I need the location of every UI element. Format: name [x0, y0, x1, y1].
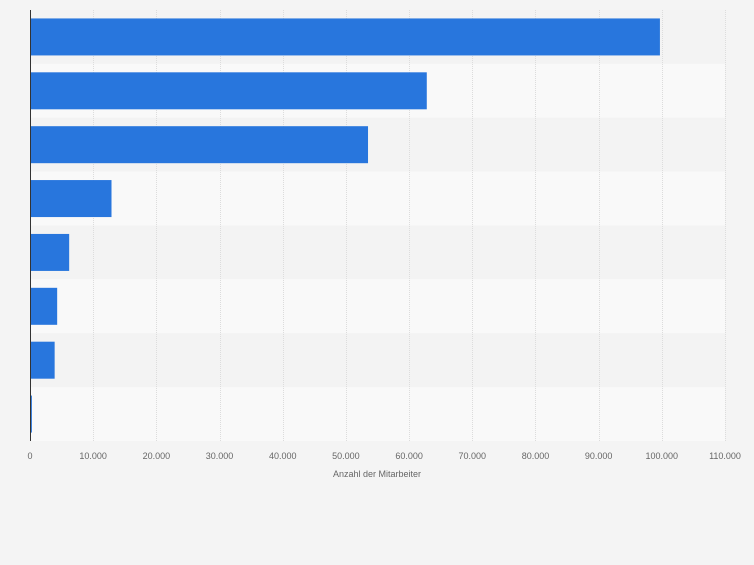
x-tick-label: 70.000 — [459, 451, 487, 461]
x-tick-label: 20.000 — [143, 451, 171, 461]
x-tick-label: 100.000 — [646, 451, 679, 461]
bar — [30, 233, 70, 271]
bar — [30, 72, 427, 110]
x-tick-label: 80.000 — [522, 451, 550, 461]
x-tick-label: 60.000 — [395, 451, 423, 461]
row-band — [30, 171, 725, 226]
x-axis-label: Anzahl der Mitarbeiter — [333, 469, 421, 479]
row-band — [30, 279, 725, 334]
x-tick-label: 40.000 — [269, 451, 297, 461]
x-tick-label: 90.000 — [585, 451, 613, 461]
row-bands — [30, 10, 725, 441]
x-tick-label: 10.000 — [79, 451, 107, 461]
row-band — [30, 387, 725, 441]
bar — [30, 180, 112, 218]
x-tick-label: 110.000 — [709, 451, 741, 461]
row-band — [30, 225, 725, 280]
x-tick-label: 50.000 — [332, 451, 360, 461]
x-tick-label: 0 — [27, 451, 32, 461]
bar — [30, 287, 58, 325]
bar — [30, 341, 55, 379]
bar — [30, 18, 660, 56]
bar — [30, 126, 369, 164]
x-tick-labels: 0 10.000 20.000 30.000 40.000 50.000 60.000 70.… — [27, 451, 740, 461]
x-tick-label: 30.000 — [206, 451, 234, 461]
bars — [30, 18, 660, 433]
row-band — [30, 333, 725, 388]
